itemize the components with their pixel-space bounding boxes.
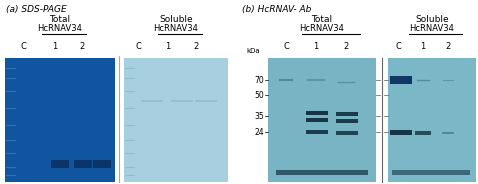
Text: Total: Total	[312, 15, 333, 24]
Bar	[306, 111, 328, 115]
Bar	[5, 58, 115, 182]
Bar	[268, 58, 376, 182]
Bar	[336, 119, 358, 123]
Text: (b) HcRNAV- Ab: (b) HcRNAV- Ab	[242, 5, 311, 14]
Text: C: C	[135, 42, 141, 51]
Text: 70: 70	[254, 76, 264, 85]
Text: HcRNAV34: HcRNAV34	[410, 24, 455, 33]
Text: C: C	[283, 42, 289, 51]
Bar	[415, 131, 431, 135]
Text: 35: 35	[254, 112, 264, 121]
Bar	[392, 170, 470, 175]
Bar	[51, 160, 69, 168]
Bar	[74, 160, 92, 168]
Bar	[306, 118, 328, 122]
Text: Total: Total	[49, 15, 71, 24]
Text: 1: 1	[420, 42, 425, 51]
Text: kDa: kDa	[246, 48, 260, 54]
Text: 1: 1	[165, 42, 171, 51]
Text: 24: 24	[254, 128, 264, 137]
Text: C: C	[20, 42, 26, 51]
Bar	[336, 112, 358, 116]
Bar	[306, 130, 328, 134]
Text: HcRNAV34: HcRNAV34	[153, 24, 198, 33]
Text: 1: 1	[314, 42, 319, 51]
Bar	[390, 76, 412, 84]
Bar	[124, 58, 228, 182]
Text: 50: 50	[254, 91, 264, 100]
Text: C: C	[395, 42, 401, 51]
Text: HcRNAV34: HcRNAV34	[300, 24, 345, 33]
Bar	[93, 160, 111, 168]
Bar	[336, 131, 358, 135]
Text: 2: 2	[79, 42, 85, 51]
Bar	[390, 130, 412, 135]
Text: 2: 2	[445, 42, 451, 51]
Text: Soluble: Soluble	[415, 15, 449, 24]
Text: 2: 2	[343, 42, 348, 51]
Text: (a) SDS-PAGE: (a) SDS-PAGE	[6, 5, 67, 14]
Bar	[388, 58, 476, 182]
Text: Soluble: Soluble	[159, 15, 193, 24]
Bar	[276, 170, 368, 175]
Text: HcRNAV34: HcRNAV34	[38, 24, 82, 33]
Text: 2: 2	[194, 42, 199, 51]
Text: 1: 1	[53, 42, 58, 51]
